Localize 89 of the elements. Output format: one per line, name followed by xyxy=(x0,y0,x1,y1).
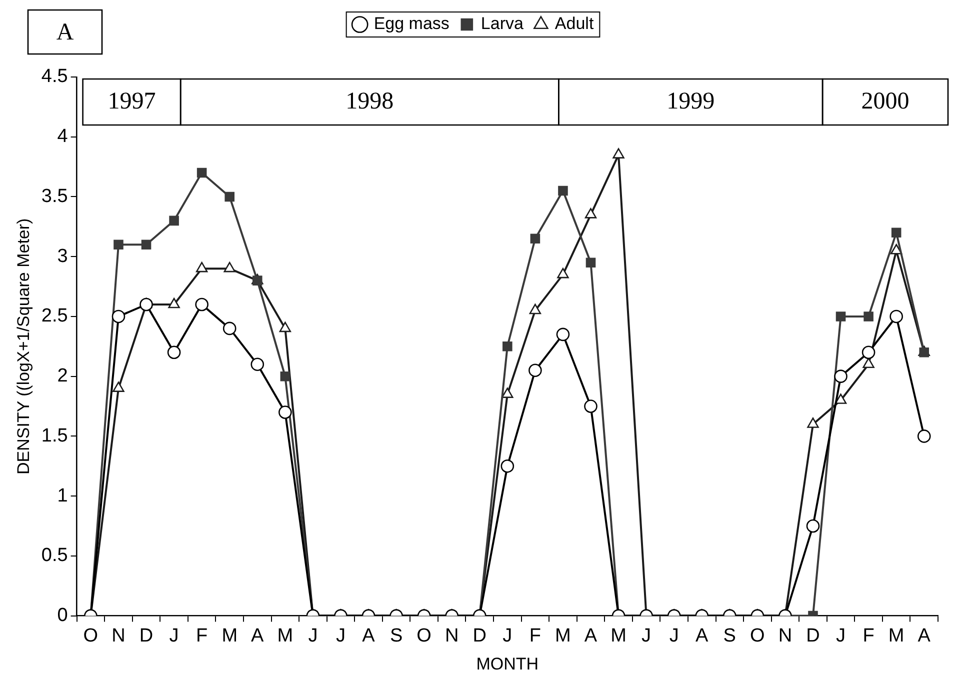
x-tick-label: M xyxy=(555,625,571,646)
point xyxy=(557,268,569,278)
x-tick-label: A xyxy=(362,625,376,646)
point xyxy=(807,418,819,428)
point xyxy=(279,322,292,332)
x-tick-label: N xyxy=(444,625,459,646)
x-tick-label: O xyxy=(750,625,765,646)
legend-label: Larva xyxy=(480,14,524,34)
x-tick-label: F xyxy=(196,625,208,646)
x-tick-label: J xyxy=(169,625,179,646)
y-tick-label: 1 xyxy=(57,485,68,506)
annotation: 1998 xyxy=(346,88,394,114)
x-tick-label: A xyxy=(918,625,931,646)
point xyxy=(891,228,902,238)
point xyxy=(196,168,207,178)
x-tick-label: M xyxy=(222,625,238,646)
point xyxy=(529,304,542,314)
y-tick-label: 3.5 xyxy=(41,186,68,207)
point xyxy=(862,358,874,368)
y-tick-label: 3 xyxy=(57,246,68,267)
annotation: 2000 xyxy=(861,88,910,114)
annotation: 1999 xyxy=(666,88,715,114)
point xyxy=(112,310,126,324)
text: A xyxy=(56,19,74,46)
x-tick-label: F xyxy=(529,625,541,646)
x-tick-label: D xyxy=(472,625,486,646)
point xyxy=(224,192,234,202)
x-tick-label: N xyxy=(112,625,126,646)
y-axis-title: DENSITY ((logX+1/Square Meter) xyxy=(14,218,33,475)
legend-label: Adult xyxy=(554,14,594,34)
x-tick-label: O xyxy=(83,625,98,646)
point xyxy=(280,371,290,382)
point xyxy=(556,328,570,342)
x-axis-title: MONTH xyxy=(476,654,539,674)
point xyxy=(530,234,540,244)
x-tick-label: N xyxy=(778,625,792,646)
point xyxy=(584,400,598,413)
point xyxy=(196,262,208,272)
y-tick-label: 4 xyxy=(57,126,68,148)
x-tick-label: M xyxy=(888,625,904,646)
point xyxy=(864,312,874,322)
x-tick-label: D xyxy=(806,625,820,646)
x-tick-label: M xyxy=(610,625,626,646)
point xyxy=(278,406,292,419)
point xyxy=(168,298,180,308)
x-tick-label: A xyxy=(251,625,264,646)
point xyxy=(114,240,124,250)
x-tick-label: A xyxy=(584,625,598,646)
x-tick-label: J xyxy=(308,625,318,646)
x-tick-label: J xyxy=(836,625,846,646)
point xyxy=(167,346,181,360)
point xyxy=(250,358,264,372)
y-tick-label: 4.5 xyxy=(41,66,68,88)
point xyxy=(140,298,153,312)
point xyxy=(862,346,876,360)
point xyxy=(224,262,236,272)
point xyxy=(141,240,152,250)
point xyxy=(528,364,542,377)
point xyxy=(222,322,236,336)
x-tick-label: J xyxy=(336,625,346,646)
y-tick-label: 2.5 xyxy=(41,306,68,327)
point xyxy=(834,370,848,383)
point xyxy=(890,310,903,324)
x-tick-label: F xyxy=(862,625,874,646)
x-tick-label: O xyxy=(416,625,432,646)
point xyxy=(502,388,514,398)
point xyxy=(586,258,596,268)
x-tick-label: J xyxy=(642,625,652,646)
x-tick-label: D xyxy=(139,625,154,646)
annotation: 1997 xyxy=(108,88,156,114)
x-tick-label: M xyxy=(277,625,294,646)
point xyxy=(558,186,568,196)
point xyxy=(834,394,847,404)
legend-label: Egg mass xyxy=(374,14,450,34)
point xyxy=(195,298,208,312)
y-tick-label: 0.5 xyxy=(41,545,68,566)
y-tick-label: 2 xyxy=(57,366,68,387)
x-tick-label: J xyxy=(669,625,679,646)
x-tick-label: J xyxy=(502,625,512,646)
point xyxy=(502,342,512,352)
y-tick-label: 0 xyxy=(57,605,68,626)
x-tick-label: S xyxy=(723,625,736,646)
point xyxy=(836,312,846,322)
x-tick-label: A xyxy=(696,625,709,646)
y-tick-label: 1.5 xyxy=(41,425,68,446)
x-tick-label: S xyxy=(390,625,403,646)
point xyxy=(252,276,262,286)
point xyxy=(112,382,124,392)
point xyxy=(169,216,179,226)
